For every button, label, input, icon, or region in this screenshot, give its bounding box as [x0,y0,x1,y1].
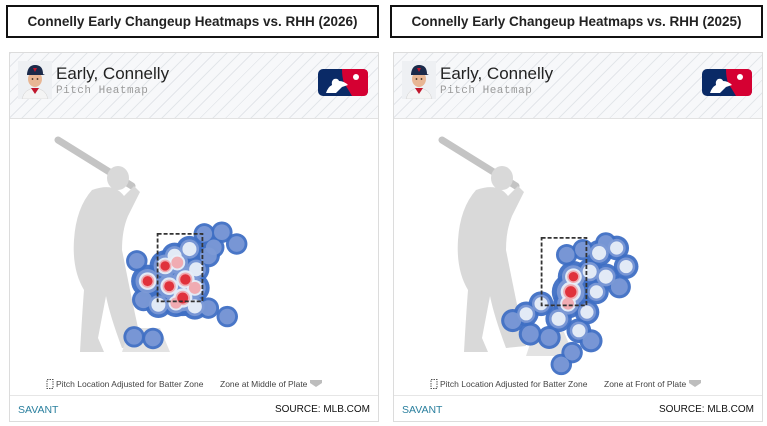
density-point [228,236,245,252]
density-point [610,278,628,296]
heatmap-subtitle: Pitch Heatmap [440,85,533,97]
density-point [205,239,222,256]
density-point [187,299,202,314]
plate-icon [689,380,702,387]
savant-link[interactable]: SAVANT [18,404,59,416]
legend-adjusted: Pitch Location Adjusted for Batter Zone [46,379,203,389]
mlb-logo [318,69,368,96]
batter-zone-icon [430,379,438,389]
density-point [598,269,613,284]
heatmap-plot [54,136,248,352]
density-point [128,253,145,269]
batter-zone-icon [46,379,54,389]
footer-divider [10,395,378,396]
density-point [188,281,201,294]
strike-zone [540,236,588,307]
card-header: Early, Connelly Pitch Heatmap [394,53,762,119]
strike-zone [156,232,204,303]
player-name: Early, Connelly [56,64,170,83]
strike-zone-box [156,232,204,303]
density-point [589,285,603,299]
density-point [582,332,600,350]
heatmap-card: Early, Connelly Pitch Heatmap [9,52,379,422]
density-point [540,328,558,346]
legend-zone: Zone at Front of Plate [604,379,702,389]
legend-row: Pitch Location Adjusted for Batter Zone … [394,379,762,393]
density-point [219,308,236,325]
heatmap-panel-2025: Connelly Early Changeup Heatmaps vs. RHH… [390,0,763,426]
density-point [519,307,533,321]
density-point [189,262,204,277]
density-point [562,297,574,310]
legend-adjusted: Pitch Location Adjusted for Batter Zone [430,379,587,389]
density-point [142,276,153,287]
savant-link[interactable]: SAVANT [402,404,443,416]
density-point [565,286,577,298]
density-point [564,344,580,361]
density-point [180,274,191,285]
heatmap-panel-2026: Connelly Early Changeup Heatmaps vs. RHH… [6,0,379,426]
legend-row: Pitch Location Adjusted for Batter Zone … [10,379,378,393]
player-avatar [402,61,436,99]
density-point [619,259,633,274]
density-point [182,242,197,257]
density-layer [123,221,248,350]
density-point [592,246,607,261]
density-point [196,226,213,242]
footer-divider [394,395,762,396]
density-point [575,241,591,258]
heatmap-card: Early, Connelly Pitch Heatmap [393,52,763,422]
density-point [572,324,586,338]
chart-title: Connelly Early Changeup Heatmaps vs. RHH… [390,5,763,38]
density-point [551,311,566,326]
heatmap-subtitle: Pitch Heatmap [56,85,149,97]
density-layer [501,232,639,376]
density-point [504,312,522,330]
density-point [553,356,570,373]
heatmap-plot [438,136,639,376]
player-avatar [18,61,52,99]
density-point [580,305,594,319]
density-point [126,328,142,345]
density-point [200,300,217,316]
legend-zone-label: Zone at Middle of Plate [220,379,308,389]
density-point [160,261,170,271]
density-point [145,330,161,347]
legend-adjusted-label: Pitch Location Adjusted for Batter Zone [56,379,204,389]
legend-zone-label: Zone at Front of Plate [604,379,687,389]
card-header: Early, Connelly Pitch Heatmap [10,53,378,119]
source-label: SOURCE: MLB.COM [274,404,370,415]
legend-zone: Zone at Middle of Plate [220,379,323,389]
chart-title: Connelly Early Changeup Heatmaps vs. RHH… [6,5,379,38]
density-point [582,264,597,279]
strike-zone-box [540,236,588,307]
player-name: Early, Connelly [440,64,554,83]
density-point [558,246,575,263]
density-point [610,241,624,255]
legend-adjusted-label: Pitch Location Adjusted for Batter Zone [440,379,588,389]
mlb-logo [702,69,752,96]
density-point [164,281,175,292]
density-point [521,325,539,343]
batter-silhouette [54,136,170,352]
density-point [171,256,184,269]
density-point [568,271,579,282]
plate-icon [310,380,323,387]
density-point [213,224,230,241]
source-label: SOURCE: MLB.COM [658,404,754,415]
density-point [135,291,153,309]
